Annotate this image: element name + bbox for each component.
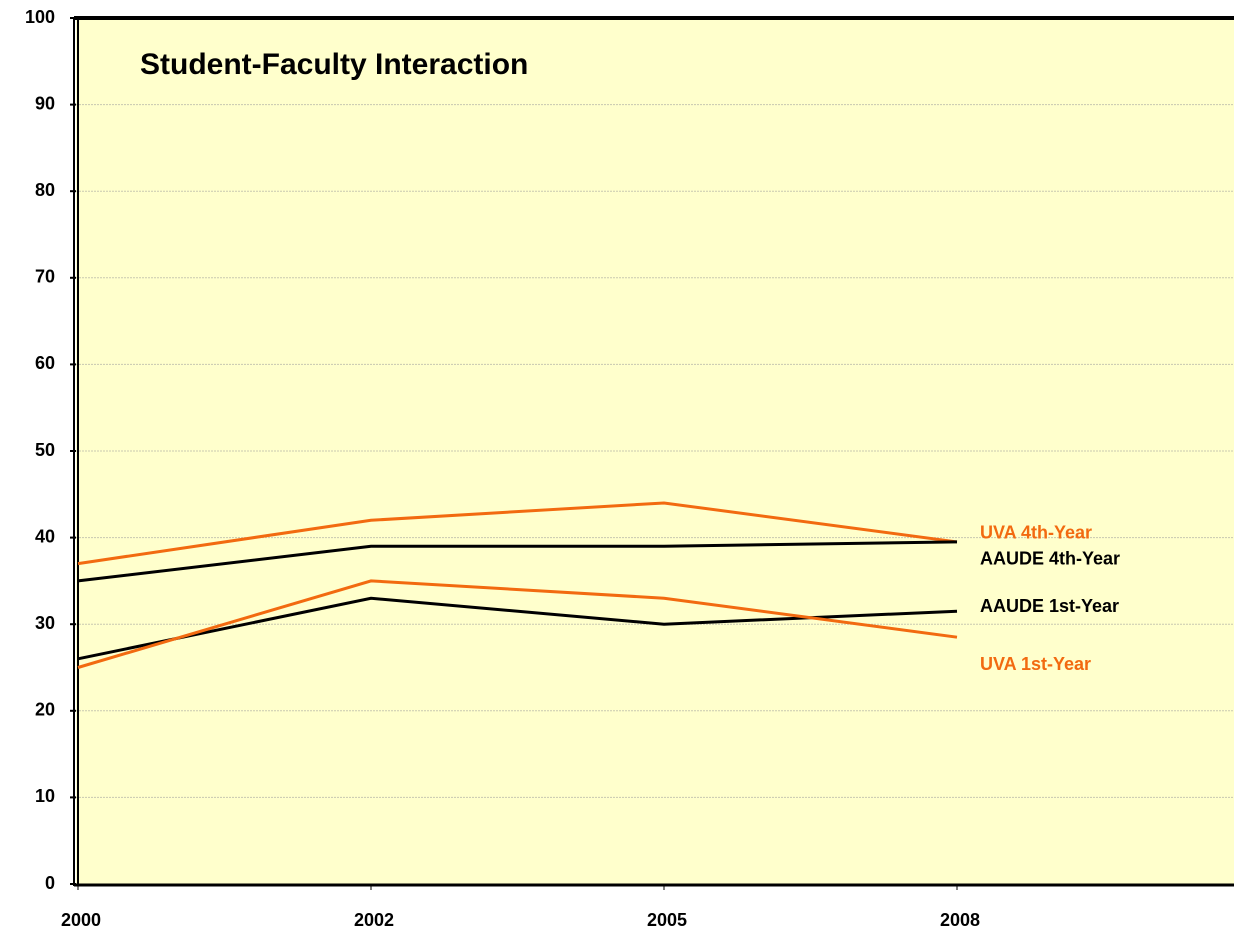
y-tick-label: 80 (35, 180, 55, 200)
y-tick-label: 60 (35, 353, 55, 373)
y-tick-label: 10 (35, 786, 55, 806)
x-tick-label: 2005 (647, 910, 687, 930)
series-label: UVA 4th-Year (980, 523, 1092, 543)
y-tick-label: 90 (35, 93, 55, 113)
x-tick-label: 2008 (940, 910, 980, 930)
series-label: UVA 1st-Year (980, 654, 1091, 674)
series-label: AAUDE 4th-Year (980, 549, 1120, 569)
plot-content: 0 10 20 30 40 50 60 70 80 90 100 2000 2002 2005 2008 UV… (25, 7, 1234, 930)
series-line (77, 579, 958, 669)
y-tick-label: 100 (25, 7, 55, 27)
series-label: AAUDE 1st-Year (980, 596, 1119, 616)
y-tick-label: 20 (35, 700, 55, 720)
y-tick-label: 70 (35, 267, 55, 287)
x-tick-label: 2000 (61, 910, 101, 930)
series-line (77, 540, 958, 583)
y-tick-label: 40 (35, 526, 55, 546)
y-tick-label: 0 (45, 873, 55, 893)
x-tick-label: 2002 (354, 910, 394, 930)
series-line (77, 501, 958, 566)
y-tick-label: 30 (35, 613, 55, 633)
y-tick-label: 50 (35, 440, 55, 460)
chart-title: Student-Faculty Interaction (140, 48, 528, 81)
